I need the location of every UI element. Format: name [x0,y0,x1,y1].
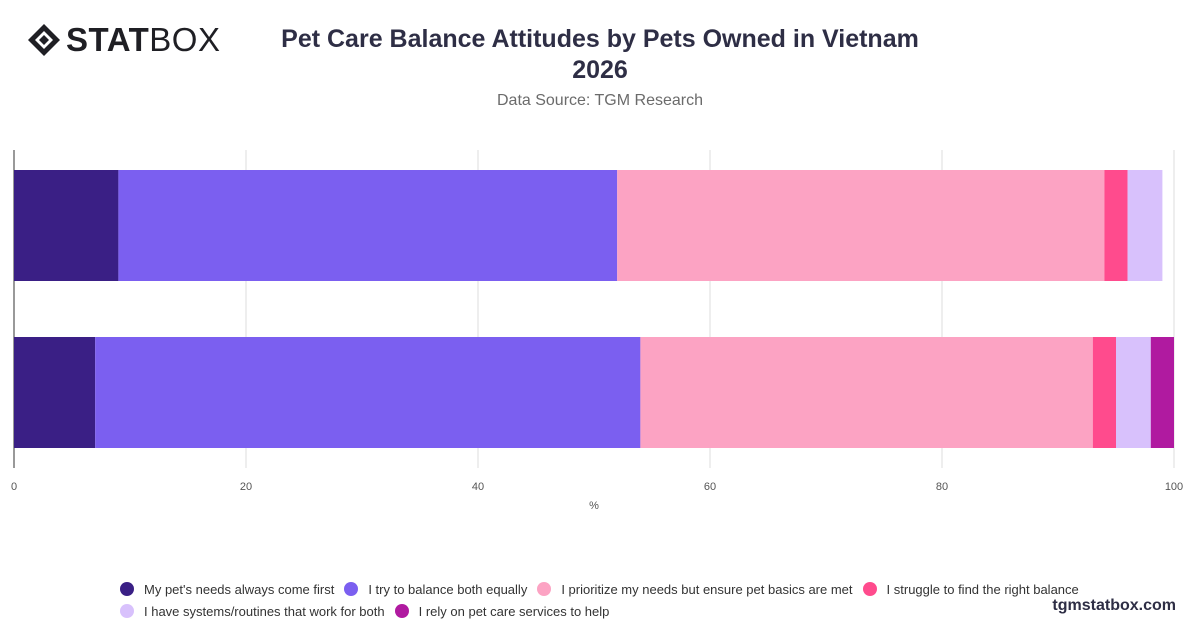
bar-segment [95,337,641,448]
x-axis-label: % [589,500,599,512]
x-tick-label: 20 [240,481,252,493]
legend-swatch [862,582,877,596]
logo-text: STATBOX [66,21,221,58]
legend-label: I struggle to find the right balance [886,581,1079,597]
stacked-bar-chart: 0 20 40 60 80 100% [11,150,1183,512]
legend-label: I have systems/routines that work for bo… [144,603,385,619]
bar-segment [118,170,618,281]
legend-swatch [537,582,552,596]
legend-row: My pet's needs always come first I try to… [120,578,1100,600]
legend-label: I prioritize my needs but ensure pet bas… [561,581,853,597]
x-tick-label: 0 [11,481,17,493]
legend-swatch [344,582,359,596]
legend-item: I try to balance both equally [344,582,527,597]
legend-swatch [120,604,134,618]
bar-segment [1150,337,1174,448]
x-tick-label: 80 [936,481,948,493]
chart-title: Pet Care Balance Attitudes by Pets Owned… [281,25,919,84]
bar-segment [617,170,1105,281]
legend-item: My pet's needs always come first [120,582,334,597]
watermark: tgmstatbox.com [1052,597,1176,614]
bar-segment [640,337,1093,448]
legend-item: I struggle to find the right balance [862,581,1079,597]
legend-label: I try to balance both equally [368,581,528,597]
diamond-logo-icon [28,24,60,56]
legend-label: I rely on pet care services to help [418,603,610,619]
legend-swatch [394,604,409,618]
legend-item: I have systems/routines that work for bo… [120,604,385,619]
legend-row: I have systems/routines that work for bo… [120,600,1100,622]
chart-subtitle: Data Source: TGM Research [496,92,703,109]
bar-segment [14,170,119,281]
x-tick-label: 60 [704,481,716,493]
chart-legend: My pet's needs always come first I try to… [120,578,1100,622]
bar-segment [1104,170,1128,281]
legend-item: I rely on pet care services to help [394,603,610,619]
bar-segment [14,337,96,448]
bar-segment [1116,337,1151,448]
bar-segment [1127,170,1163,281]
bar-segment [1092,337,1116,448]
legend-label: My pet's needs always come first [144,581,335,597]
x-tick-label: 40 [472,481,484,493]
legend-swatch [120,582,134,596]
x-tick-label: 100 [1165,481,1183,493]
legend-item: I prioritize my needs but ensure pet bas… [537,581,853,597]
statbox-logo: STATBOX [26,22,220,58]
